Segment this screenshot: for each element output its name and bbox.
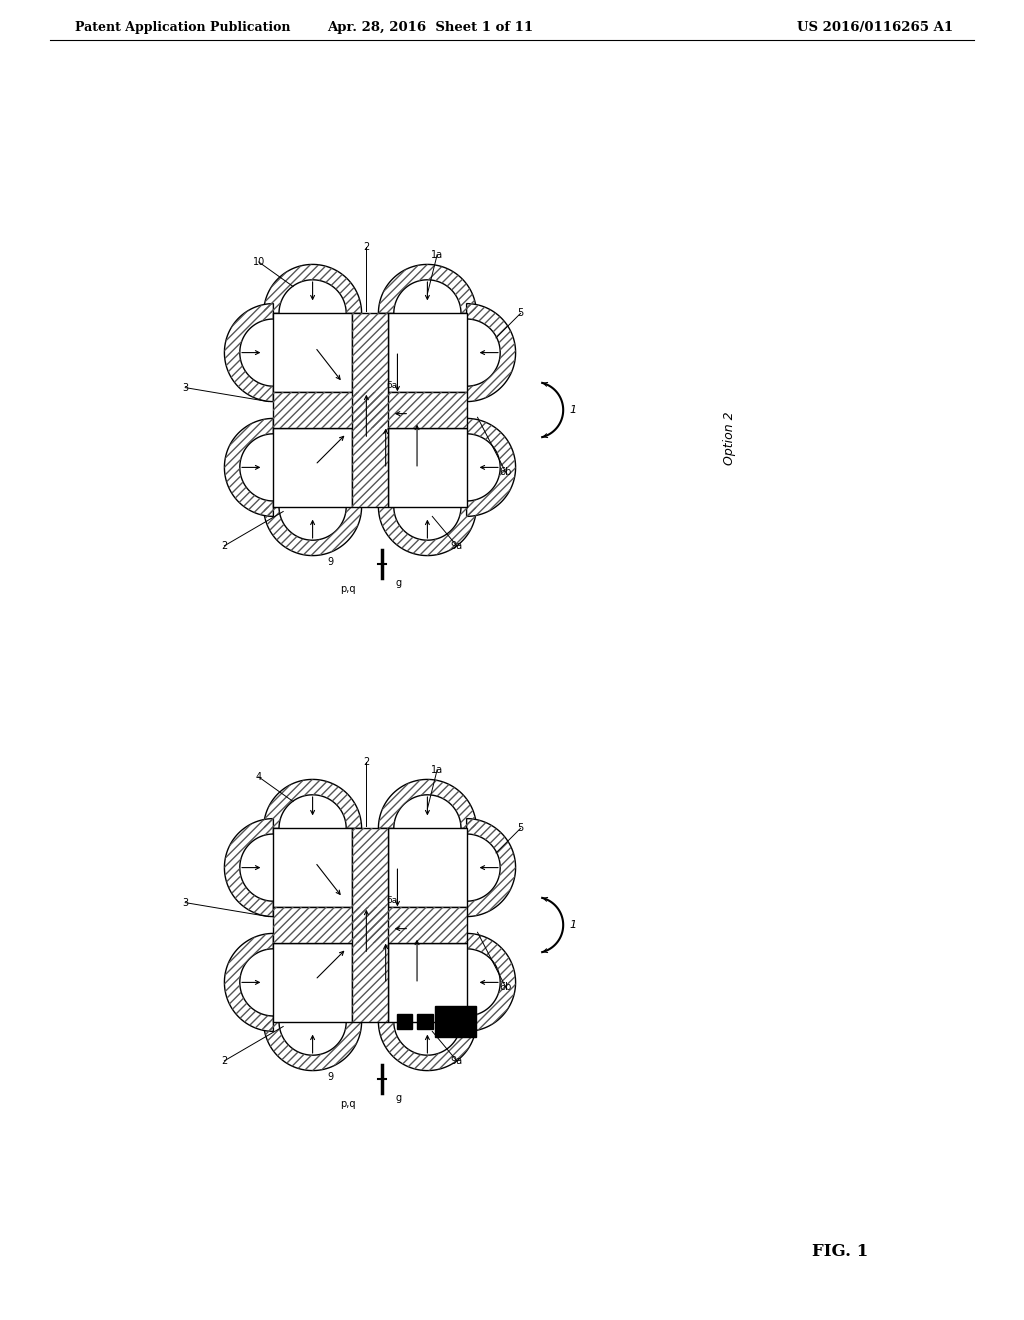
Polygon shape — [379, 1022, 476, 1071]
Text: 5: 5 — [517, 309, 523, 318]
Text: 2: 2 — [364, 758, 370, 767]
Text: US 2016/0116265 A1: US 2016/0116265 A1 — [797, 21, 953, 33]
Bar — [273, 313, 352, 392]
Polygon shape — [467, 304, 515, 401]
Text: g: g — [395, 578, 401, 589]
Text: Patent Application Publication: Patent Application Publication — [75, 21, 291, 33]
Bar — [352, 313, 388, 507]
Text: g: g — [395, 1093, 401, 1104]
Bar — [388, 829, 467, 907]
Text: 9: 9 — [328, 1072, 334, 1082]
Text: 9: 9 — [328, 557, 334, 568]
Polygon shape — [224, 818, 273, 916]
Polygon shape — [263, 1022, 361, 1071]
Bar — [273, 907, 467, 944]
Text: 9a: 9a — [451, 1056, 463, 1065]
Bar — [388, 428, 467, 507]
Text: 3: 3 — [182, 383, 188, 392]
Text: p,q: p,q — [340, 583, 356, 594]
Polygon shape — [379, 264, 476, 313]
Bar — [273, 428, 352, 507]
Text: 3: 3 — [182, 898, 188, 908]
Text: FIG. 1: FIG. 1 — [812, 1243, 868, 1261]
Text: 6a: 6a — [386, 381, 397, 391]
Bar — [352, 313, 388, 507]
Polygon shape — [379, 779, 476, 829]
Text: 10: 10 — [253, 257, 265, 267]
Text: 6b: 6b — [500, 467, 512, 478]
Text: 4: 4 — [256, 772, 262, 781]
Text: 6b: 6b — [500, 982, 512, 993]
Bar — [435, 1006, 476, 1038]
Polygon shape — [263, 779, 361, 829]
Text: p,q: p,q — [340, 1100, 356, 1109]
Text: 2: 2 — [364, 243, 370, 252]
Text: Option 2: Option 2 — [724, 412, 736, 465]
Bar — [273, 392, 467, 428]
Text: 2: 2 — [221, 1056, 227, 1065]
Bar — [273, 392, 467, 428]
Bar — [388, 944, 467, 1022]
Polygon shape — [224, 418, 273, 516]
Text: 1: 1 — [569, 405, 577, 414]
Bar — [352, 829, 388, 1022]
Text: 1a: 1a — [431, 764, 443, 775]
Polygon shape — [224, 304, 273, 401]
Polygon shape — [379, 507, 476, 556]
Bar — [273, 829, 352, 907]
Polygon shape — [263, 507, 361, 556]
Text: 2: 2 — [221, 541, 227, 550]
Bar — [388, 313, 467, 392]
Polygon shape — [263, 264, 361, 313]
Bar — [352, 829, 388, 1022]
Bar — [397, 1014, 413, 1030]
Bar — [273, 907, 467, 944]
Text: 1: 1 — [569, 920, 577, 931]
Bar — [418, 1014, 433, 1030]
Polygon shape — [467, 818, 515, 916]
Polygon shape — [467, 418, 515, 516]
Bar — [273, 944, 352, 1022]
Text: 1a: 1a — [431, 249, 443, 260]
Text: 9a: 9a — [451, 541, 463, 550]
Text: Apr. 28, 2016  Sheet 1 of 11: Apr. 28, 2016 Sheet 1 of 11 — [327, 21, 534, 33]
Polygon shape — [467, 933, 515, 1031]
Polygon shape — [224, 933, 273, 1031]
Text: 5: 5 — [517, 824, 523, 833]
Text: 6a: 6a — [386, 896, 397, 906]
